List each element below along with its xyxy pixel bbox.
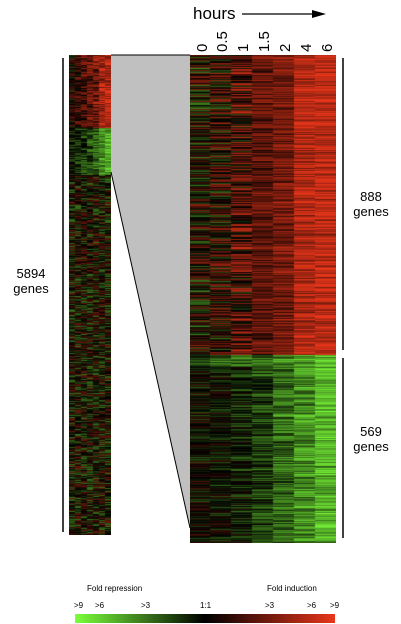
legend-tick-label: >3 xyxy=(265,601,275,610)
fold-induction-title: Fold induction xyxy=(267,584,317,593)
legend-tick-label: >9 xyxy=(330,601,340,610)
overview-heatmap xyxy=(69,55,111,535)
induced-genes-count: 888 xyxy=(360,189,382,204)
repressed-genes-count: 569 xyxy=(360,424,382,439)
induced-genes-unit: genes xyxy=(353,204,389,219)
legend-tick-label: >6 xyxy=(95,601,105,610)
zoom-wedge xyxy=(111,55,190,528)
induced-genes-label: 888 genes xyxy=(348,189,394,219)
legend-tick-label: 1:1 xyxy=(200,601,212,610)
time-arrow-icon xyxy=(242,10,326,18)
all-genes-unit: genes xyxy=(13,281,49,296)
color-scale-bar xyxy=(75,614,335,623)
hours-label: hours xyxy=(193,4,236,23)
hours-title: hours xyxy=(193,4,236,24)
detail-heatmap xyxy=(190,55,336,543)
repressed-genes-unit: genes xyxy=(353,439,389,454)
all-genes-count: 5894 xyxy=(16,266,46,281)
fold-repression-title: Fold repression xyxy=(87,584,143,593)
repressed-genes-label: 569 genes xyxy=(348,424,394,454)
legend-tick-label: >6 xyxy=(307,601,317,610)
all-genes-label: 5894 genes xyxy=(8,266,54,296)
legend-tick-label: >3 xyxy=(141,601,151,610)
legend-tick-label: >9 xyxy=(74,601,84,610)
